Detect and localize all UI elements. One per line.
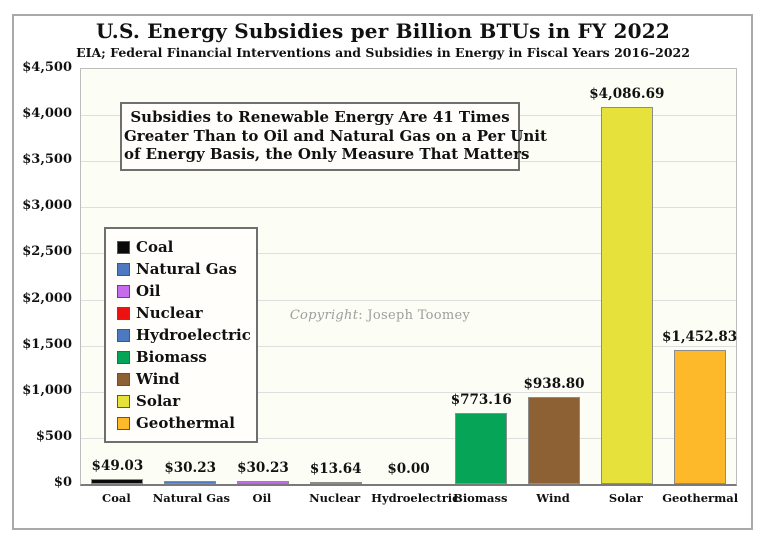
bar-value-label-oil: $30.23 [237, 460, 289, 476]
bar-value-label-wind: $938.80 [523, 376, 585, 392]
bar-coal [91, 479, 144, 484]
copyright-name: : Joseph Toomey [358, 308, 471, 323]
legend-item-oil: Oil [117, 280, 250, 302]
gridline [81, 253, 736, 255]
legend: Coal Natural Gas Oil Nuclear Hydroelectric Bi… [104, 227, 258, 443]
legend-item-label: Geothermal [136, 414, 235, 432]
y-axis-tick-label: $500 [35, 428, 72, 444]
y-axis-tick-label: $1,500 [22, 336, 72, 352]
y-axis-tick-label: $3,000 [22, 198, 72, 214]
bar-value-label-solar: $4,086.69 [589, 86, 665, 102]
x-axis-category-label-wind: Wind [536, 491, 570, 505]
legend-swatch-icon [117, 262, 130, 276]
y-axis-tick-label: $3,500 [22, 152, 72, 168]
legend-item-nuclear: Nuclear [117, 302, 250, 324]
y-axis-tick-label: $1,000 [22, 382, 72, 398]
bar-solar [600, 107, 653, 484]
legend-swatch-icon [117, 350, 130, 364]
x-axis-category-label-hydroelectric: Hydroelectric [371, 491, 460, 505]
gridline [81, 391, 736, 393]
x-axis-category-label-coal: Coal [102, 491, 131, 505]
gridline [81, 437, 736, 439]
legend-item-solar: Solar [117, 390, 250, 412]
x-axis-category-label-solar: Solar [608, 491, 643, 505]
bar-value-label-hydroelectric: $0.00 [387, 461, 430, 477]
x-axis-category-label-natural-gas: Natural Gas [152, 491, 231, 505]
chart-subtitle: EIA; Federal Financial Interventions and… [76, 45, 690, 60]
legend-item-label: Wind [136, 370, 180, 388]
legend-item-label: Biomass [136, 348, 207, 366]
y-axis-tick-label: $2,000 [22, 290, 72, 306]
bar-oil [236, 481, 289, 484]
legend-swatch-icon [117, 416, 130, 430]
bar-natural-gas [164, 481, 217, 484]
legend-item-coal: Coal [117, 236, 250, 258]
legend-item-label: Natural Gas [136, 260, 237, 278]
bar-value-label-biomass: $773.16 [450, 392, 512, 408]
gridline [81, 345, 736, 347]
gridline [81, 207, 736, 209]
gridline [81, 299, 736, 301]
legend-swatch-icon [117, 394, 130, 408]
bar-value-label-geothermal: $1,452.83 [662, 329, 738, 345]
annotation-line: Subsidies to Renewable Energy Are 41 Tim… [130, 108, 510, 126]
y-axis-tick-label: $4,500 [22, 60, 72, 75]
legend-swatch-icon [117, 240, 130, 254]
y-axis-tick-label: $0 [53, 475, 72, 490]
x-axis-category-label-geothermal: Geothermal [662, 491, 739, 505]
legend-item-label: Coal [136, 238, 174, 256]
y-axis-tick-label: $4,000 [22, 106, 72, 122]
legend-item-hydroelectric: Hydroelectric [117, 324, 251, 346]
bar-value-label-nuclear: $13.64 [309, 461, 362, 477]
bar-nuclear [309, 482, 362, 484]
legend-swatch-icon [117, 306, 130, 320]
bar-biomass [455, 413, 508, 484]
bar-value-label-natural-gas: $30.23 [164, 460, 216, 476]
legend-item-label: Hydroelectric [136, 326, 251, 344]
legend-swatch-icon [117, 284, 130, 298]
legend-item-label: Solar [136, 392, 181, 410]
bar-geothermal [673, 350, 726, 484]
x-axis-category-label-nuclear: Nuclear [309, 491, 361, 505]
bar-wind [528, 397, 581, 484]
annotation-line: of Energy Basis, the Only Measure That M… [124, 145, 530, 163]
legend-item-label: Oil [136, 282, 161, 300]
annotation-line: Greater Than to Oil and Natural Gas on a… [124, 126, 547, 145]
copyright-note: Copyright: Joseph Toomey [280, 308, 480, 323]
copyright-word: Copyright [289, 308, 359, 323]
x-axis-category-label-biomass: Biomass [453, 491, 508, 505]
legend-item-biomass: Biomass [117, 346, 250, 368]
x-axis-category-label-oil: Oil [252, 491, 272, 505]
bar-value-label-coal: $49.03 [91, 458, 144, 474]
annotation-box: Subsidies to Renewable Energy Are 41 Tim… [120, 102, 547, 171]
legend-item-label: Nuclear [136, 304, 203, 322]
legend-item-natural-gas: Natural Gas [117, 258, 250, 280]
legend-swatch-icon [117, 372, 130, 386]
legend-item-wind: Wind [117, 368, 250, 390]
legend-swatch-icon [117, 328, 130, 342]
chart-title: U.S. Energy Subsidies per Billion BTUs i… [96, 19, 670, 43]
y-axis-tick-label: $2,500 [22, 244, 72, 260]
legend-item-geothermal: Geothermal [117, 412, 250, 434]
